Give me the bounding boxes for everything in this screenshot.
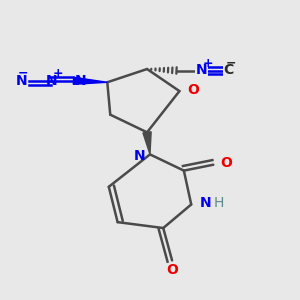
Text: N: N	[16, 74, 28, 88]
Text: −: −	[226, 57, 236, 70]
Text: O: O	[166, 263, 178, 278]
Text: N: N	[196, 64, 207, 77]
Text: +: +	[52, 67, 63, 80]
Text: H: H	[213, 196, 224, 210]
Text: N: N	[75, 74, 86, 88]
Text: O: O	[221, 156, 232, 170]
Text: N: N	[200, 196, 212, 210]
Text: N: N	[46, 74, 57, 88]
Polygon shape	[143, 132, 151, 154]
Text: O: O	[187, 82, 199, 97]
Text: N: N	[134, 149, 146, 163]
Polygon shape	[73, 77, 107, 84]
Text: C: C	[224, 64, 234, 77]
Text: −: −	[18, 67, 29, 80]
Text: +: +	[203, 57, 213, 70]
